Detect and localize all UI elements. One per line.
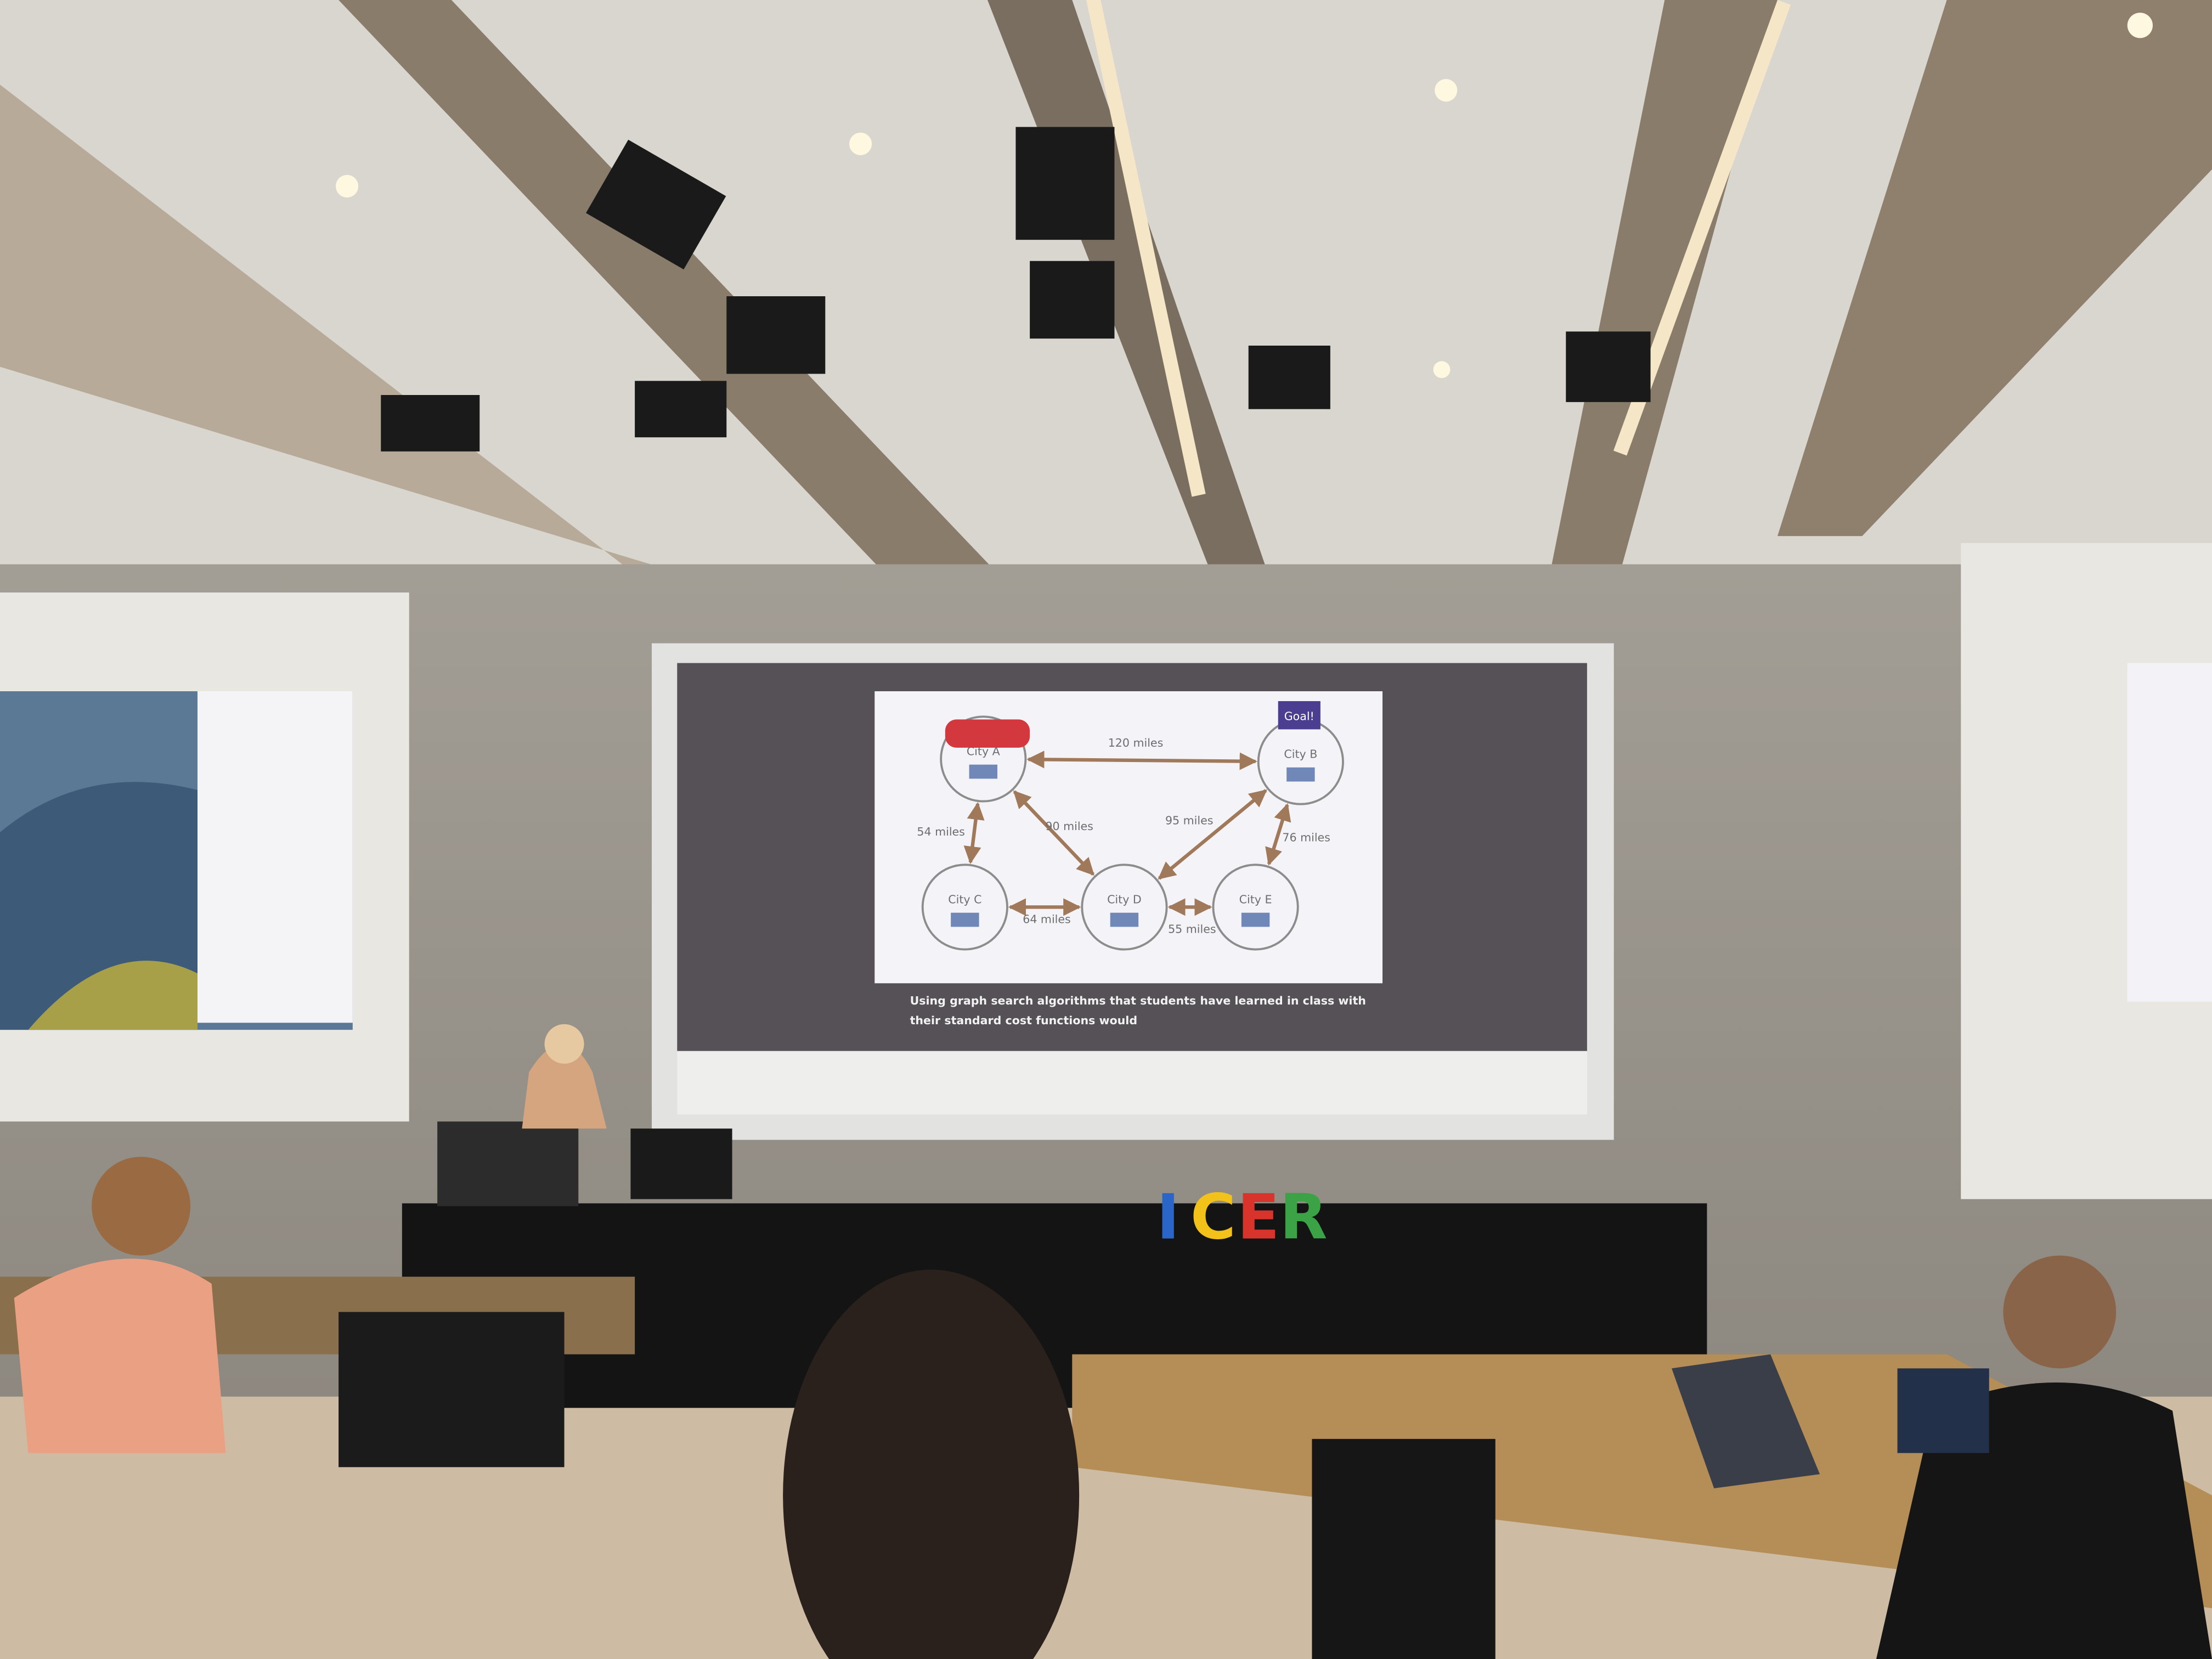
right-slide [2127,663,2212,1002]
downlights [336,13,2153,379]
audience-head [2003,1255,2117,1369]
lectern [437,1121,579,1206]
spotlight [726,296,826,374]
downlight [336,174,359,198]
city-label: City C [948,893,981,906]
city-label: City B [1284,748,1317,761]
downlight [1433,361,1451,379]
sign-letter: I [1156,1181,1180,1254]
edge-label: 90 miles [1045,820,1093,833]
spotlight [381,395,480,452]
hillside [28,961,198,1030]
speaker [1015,127,1115,240]
chair [1312,1438,1496,1659]
beam [0,84,790,607]
speaker-head [544,1024,584,1064]
monitor [630,1128,732,1199]
spotlight [1248,346,1330,409]
sign-letter: R [1279,1181,1327,1254]
light-strip [1086,0,1206,497]
speaker [586,139,726,270]
city-icon [1241,912,1270,927]
downlight [849,132,872,155]
spotlight [1566,331,1651,402]
city-node [1081,864,1168,951]
audience-head [92,1156,191,1256]
edge [1026,751,1257,770]
edge-label: 64 miles [1023,913,1071,926]
downlight [2127,13,2153,38]
city-label: City D [1107,893,1142,906]
edge-label: 76 miles [1282,831,1330,844]
edge-label: 54 miles [917,825,965,838]
edge [1265,803,1291,866]
speaker-person [522,1043,607,1129]
goal-flag-label: Goal! [1284,709,1314,723]
spotlight [635,381,727,438]
sign-letter: E [1237,1181,1279,1254]
light-strip [1613,0,1791,456]
beam [1778,0,2212,537]
beam [1551,0,1778,565]
city-label: City E [1239,893,1272,906]
car-icon [945,719,1030,748]
edge [963,802,985,864]
slide-caption: Using graph search algorithms that stude… [910,994,1366,1007]
edge [1013,790,1095,876]
chair [338,1312,565,1468]
audience-member [14,1259,226,1453]
city-node [1212,864,1299,951]
edge [1158,789,1267,880]
beam [338,0,1016,592]
city-icon [969,764,997,779]
slide-caption: their standard cost functions would [910,1014,1137,1027]
edge-label: 120 miles [1108,736,1164,749]
city-icon [1286,767,1315,782]
downlight [1435,79,1458,102]
goal-flag [1278,701,1321,730]
audience-head [783,1269,1080,1659]
city-icon [1110,912,1139,927]
city-node [921,864,1008,951]
edge-label: 95 miles [1165,814,1214,827]
sign-letter: C [1190,1181,1236,1254]
laptop [1672,1354,1820,1488]
left-slide-list [198,691,353,1023]
city-node [1257,718,1344,805]
city-icon [951,912,979,927]
edge-label: 55 miles [1168,923,1216,936]
spotlight [1030,261,1115,339]
laptop [1897,1368,1989,1453]
